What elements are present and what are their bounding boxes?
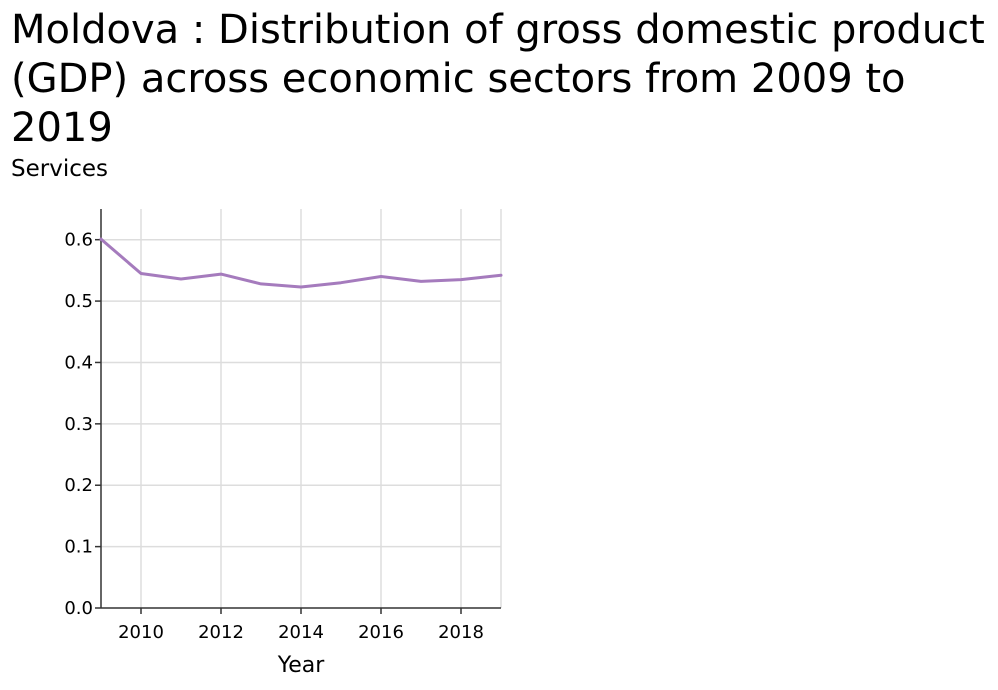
chart-title: Moldova : Distribution of gross domestic… <box>11 7 985 151</box>
x-tick-label: 2010 <box>118 622 164 643</box>
x-tick-label: 2014 <box>278 622 324 643</box>
y-tick-labels: 0.0 0.1 0.2 0.3 0.4 0.5 0.6 <box>64 230 93 619</box>
y-tick-label: 0.5 <box>64 291 93 312</box>
y-tick-label: 0.3 <box>64 414 93 435</box>
series-line <box>99 237 503 289</box>
x-tick-label: 2018 <box>438 622 484 643</box>
y-axis-label: Services <box>11 156 108 182</box>
y-tick-label: 0.4 <box>64 352 93 373</box>
y-tick-label: 0.6 <box>64 230 93 251</box>
axes <box>95 209 501 614</box>
y-tick-label: 0.0 <box>64 598 93 619</box>
y-tick-label: 0.1 <box>64 537 93 558</box>
series-group <box>99 237 503 289</box>
grid-lines <box>101 209 502 608</box>
x-tick-label: 2012 <box>198 622 244 643</box>
x-tick-labels: 2010 2012 2014 2016 2018 <box>118 622 484 643</box>
x-tick-label: 2016 <box>358 622 404 643</box>
y-tick-label: 0.2 <box>64 475 93 496</box>
x-axis-title: Year <box>277 653 326 678</box>
